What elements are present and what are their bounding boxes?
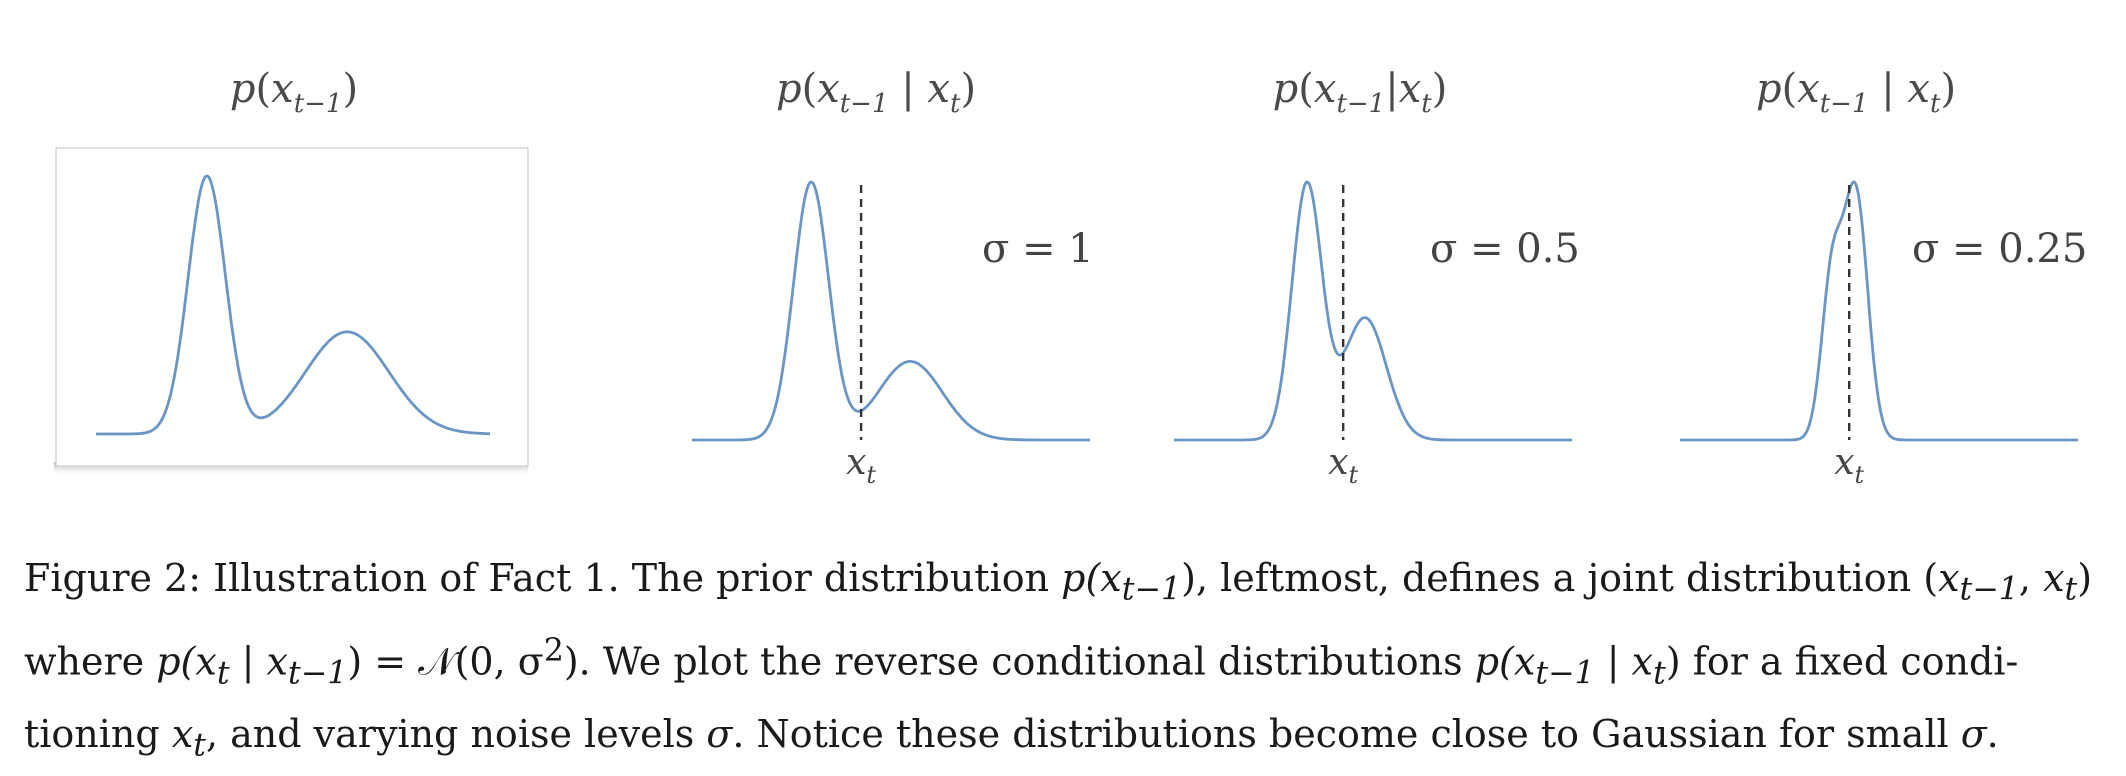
caption-math: x xyxy=(2043,556,2065,600)
xt-axis-label-sigma-05: xt xyxy=(1328,442,1358,489)
caption-math-sub: t−1 xyxy=(287,654,348,691)
caption-math-sub: t−1 xyxy=(1535,654,1595,691)
caption-math-sub: t−1 xyxy=(1121,571,1182,608)
sigma-label-1: σ = 1 xyxy=(982,226,1094,272)
caption-math: σ xyxy=(706,711,733,756)
caption-text: , and varying noise levels xyxy=(205,711,707,756)
caption-math-sub: t−1 xyxy=(1959,571,2019,608)
caption-math: x xyxy=(1938,556,1960,600)
posterior-curve-sigma-1 xyxy=(691,180,1091,442)
caption-math-sub: t xyxy=(216,654,230,691)
caption-math-sub: t xyxy=(193,727,206,764)
prior-card xyxy=(55,147,529,467)
caption-math: | x xyxy=(229,639,288,684)
prior-density-curve xyxy=(95,174,491,436)
caption-math: p(x xyxy=(1474,639,1536,684)
panel-sigma-025: p(xt−1 | xt) σ = 0.25 xt xyxy=(1679,66,2087,489)
xt-axis-label-sigma-025: xt xyxy=(1834,442,1864,489)
posterior-curve-sigma-05 xyxy=(1173,180,1573,442)
caption-text: ). We plot the reverse conditional distr… xyxy=(563,639,1475,684)
panel-title-sigma-025: p(xt−1 | xt) xyxy=(1756,66,1956,119)
caption-text: ), leftmost, defines a joint distributio… xyxy=(1181,556,1939,600)
caption-line-2: where p(xt | xt−1) = 𝒩(0, σ2). We plot t… xyxy=(24,621,2114,704)
caption-label: Figure 2: xyxy=(24,556,202,600)
sigma-label-05: σ = 0.5 xyxy=(1430,226,1580,272)
caption-line-1: Figure 2: Illustration of Fact 1. The pr… xyxy=(24,556,2093,608)
panel-title-sigma-1: p(xt−1 | xt) xyxy=(776,66,976,119)
caption-math: x xyxy=(171,711,194,756)
caption-line-3: tioning xt, and varying noise levels σ. … xyxy=(24,704,2114,776)
caption-math-sub: t xyxy=(2064,571,2078,608)
caption-text: ) xyxy=(2077,556,2093,600)
caption-math: σ xyxy=(1960,711,1987,756)
caption-text: where xyxy=(24,639,157,684)
caption-text: Illustration of Fact 1. The prior distri… xyxy=(201,556,1062,600)
caption-math-sup: 2 xyxy=(543,632,564,669)
caption-math: p(x xyxy=(1061,556,1122,600)
panel-sigma-05: p(xt−1|xt) σ = 0.5 xt xyxy=(1173,66,1580,489)
caption-text: . xyxy=(1986,711,1999,756)
panel-title-sigma-05: p(xt−1|xt) xyxy=(1273,66,1448,119)
caption-text: . Notice these distributions become clos… xyxy=(732,711,1961,756)
xt-axis-label-sigma-1: xt xyxy=(846,442,876,489)
caption-text: ) for a fixed condi- xyxy=(1665,639,2019,684)
caption-text: ) = 𝒩(0, σ xyxy=(347,639,544,684)
figure-caption: Figure 2: Illustration of Fact 1. The pr… xyxy=(24,548,2114,776)
panel-prior: p(xt−1) xyxy=(54,66,529,476)
caption-text: tioning xyxy=(24,711,172,756)
caption-math: | x xyxy=(1594,639,1654,684)
caption-math: p(x xyxy=(156,639,217,684)
figure-graphic: p(xt−1) p(xt−1 | xt) σ = 1 xt p(xt−1|xt)… xyxy=(54,66,2087,489)
panel-sigma-1: p(xt−1 | xt) σ = 1 xt xyxy=(691,66,1094,489)
posterior-curve-sigma-025 xyxy=(1679,180,2079,442)
panel-title-prior: p(xt−1) xyxy=(230,66,358,119)
sigma-label-025: σ = 0.25 xyxy=(1912,226,2087,272)
caption-math-sub: t xyxy=(1653,654,1666,691)
